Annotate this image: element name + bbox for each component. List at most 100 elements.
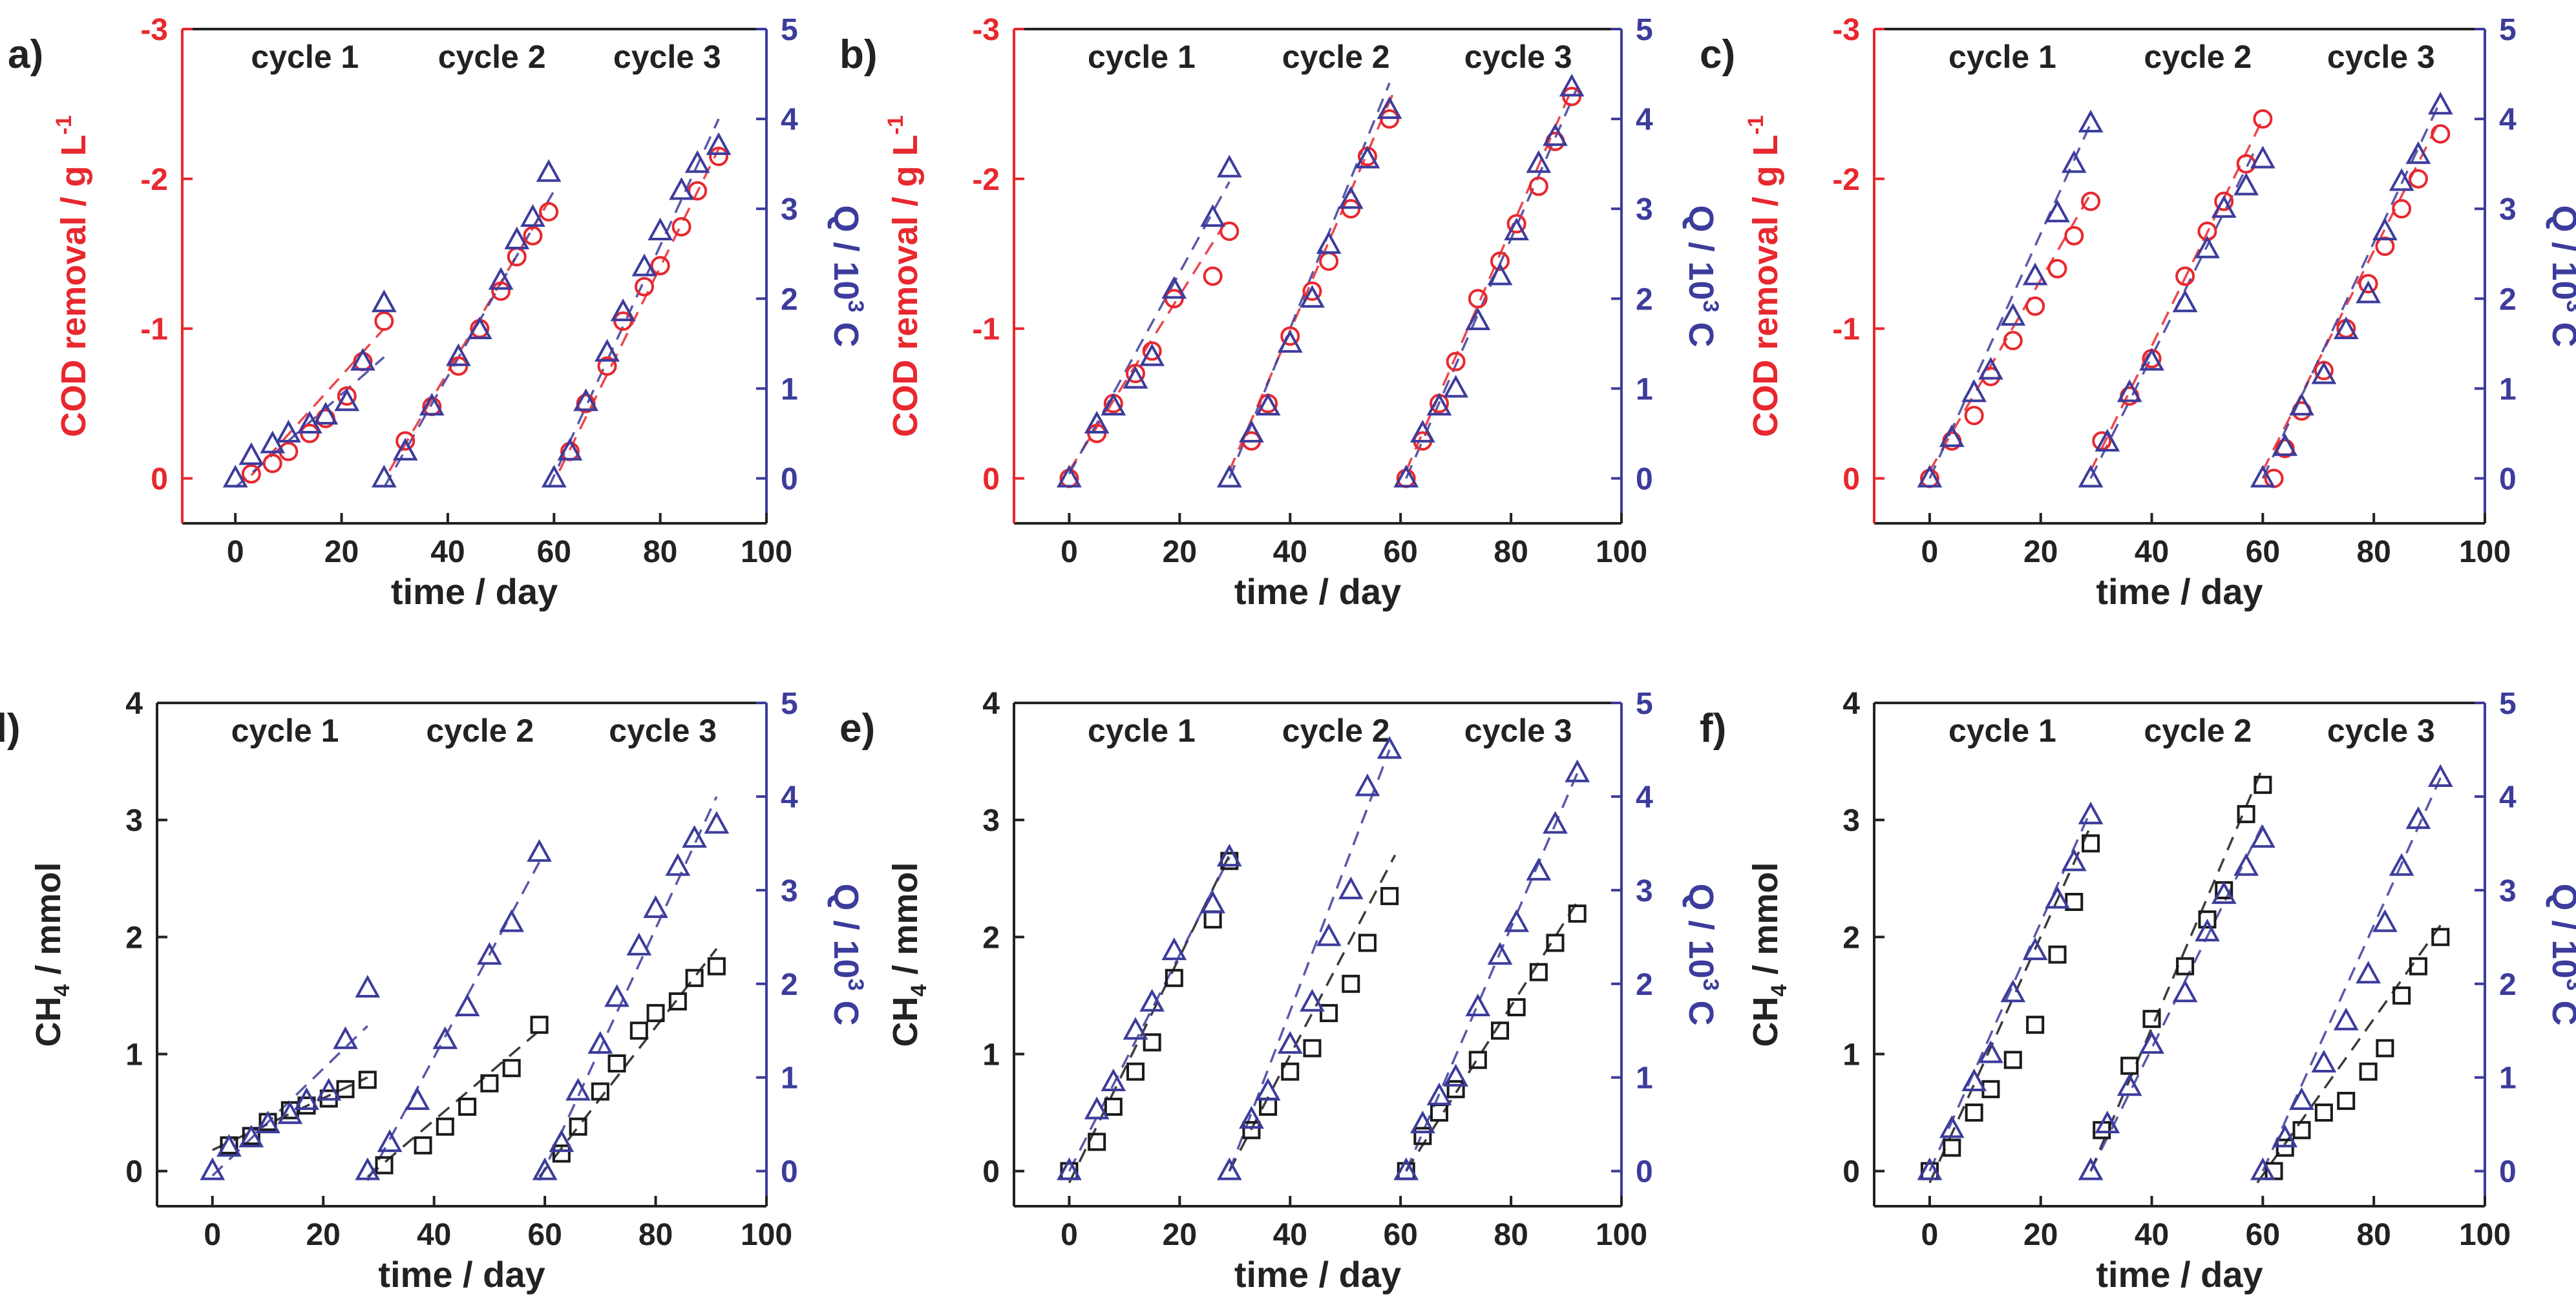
q-data-point	[1917, 465, 1943, 488]
q-data-point	[2022, 262, 2048, 286]
cod-data-point	[2358, 274, 2378, 294]
q-data-point	[684, 150, 710, 173]
q-data-point	[2250, 465, 2275, 488]
cycle-label: cycle 3	[2327, 713, 2435, 749]
q-data-point	[2272, 433, 2298, 456]
q-data-point	[355, 974, 381, 998]
ch4-data-point	[2314, 1103, 2333, 1122]
q-data-point	[648, 217, 673, 240]
right-y-tick-label: 4	[781, 780, 798, 815]
cod-data-point	[523, 225, 543, 246]
q-data-point	[706, 132, 732, 155]
right-fit-line	[547, 118, 720, 488]
x-axis-title: time / day	[378, 1254, 545, 1295]
ch4-data-point	[375, 1156, 394, 1175]
cod-data-point	[2064, 225, 2084, 246]
q-data-point	[1465, 993, 1491, 1017]
right-y-tick-label: 0	[1636, 1155, 1653, 1189]
right-y-tick-label: 3	[1636, 874, 1653, 908]
q-data-point	[1961, 1068, 1987, 1091]
left-y-tick-label: 3	[982, 804, 1000, 838]
q-data-point	[669, 177, 694, 200]
q-data-point	[2333, 316, 2359, 339]
q-data-point	[2172, 289, 2198, 313]
x-tick-label: 0	[227, 535, 244, 569]
left-y-axis-title-text: CH	[29, 996, 68, 1047]
right-y-tick-label: 3	[781, 874, 798, 908]
x-axis-title: time / day	[2096, 1254, 2263, 1295]
q-data-point	[1277, 1030, 1303, 1054]
ch4-data-point	[458, 1098, 477, 1116]
x-tick-label: 60	[2246, 1218, 2280, 1252]
x-tick-label: 100	[2459, 1218, 2511, 1252]
ch4-data-point	[1342, 974, 1360, 993]
q-data-point	[454, 993, 480, 1017]
q-data-point	[1917, 1157, 1943, 1180]
q-data-point	[2139, 348, 2164, 371]
cod-data-point	[1219, 221, 1240, 241]
q-data-point	[1409, 419, 1435, 443]
right-y-axis-title-text: Q / 10	[827, 205, 865, 300]
cycle-label: cycle 2	[2144, 39, 2252, 75]
ch4-data-point	[1088, 1133, 1106, 1151]
right-y-tick-label: 4	[2499, 103, 2517, 137]
right-y-tick-label: 5	[1636, 687, 1653, 721]
q-data-point	[2289, 393, 2314, 416]
cod-data-point	[634, 277, 654, 297]
ch4-data-point	[646, 1004, 665, 1023]
q-data-point	[1355, 773, 1380, 797]
cod-data-point	[597, 356, 617, 376]
q-data-point	[277, 1101, 303, 1124]
ch4-data-point	[1104, 1098, 1123, 1116]
cod-data-point	[1468, 289, 1488, 309]
left-y-tick-label: -2	[140, 163, 168, 197]
panel-label: c)	[1700, 32, 1735, 77]
q-data-point	[1239, 1105, 1264, 1129]
q-data-point	[549, 1129, 575, 1153]
q-data-point	[2233, 173, 2259, 196]
right-fit-line	[366, 861, 541, 1181]
cycle-label: cycle 3	[2327, 39, 2435, 75]
x-tick-label: 0	[1061, 535, 1078, 569]
left-y-axis-title-text: COD removal / g L	[886, 135, 925, 437]
x-tick-label: 40	[2135, 535, 2169, 569]
ch4-data-point	[2431, 928, 2450, 946]
q-data-point	[1200, 890, 1226, 914]
x-axis-title: time / day	[1234, 571, 1401, 612]
q-data-point	[2333, 1007, 2359, 1030]
q-data-point	[2000, 302, 2026, 326]
left-y-tick-label: 0	[1842, 462, 1860, 496]
q-data-point	[1057, 1157, 1082, 1180]
cod-data-point	[491, 281, 511, 301]
cod-data-point	[1446, 351, 1466, 371]
ch4-data-point	[607, 1054, 626, 1072]
chart-panel-b: 0 20 40 60 80 100 time / day 0 -1 -2 -3 0 1 2 3 4 5 COD r…	[839, 13, 1723, 612]
q-data-point	[1409, 1111, 1435, 1134]
q-data-point	[316, 1078, 342, 1101]
left-y-axis-title-superscript: -1	[883, 115, 908, 134]
right-fit-line	[1228, 749, 1391, 1172]
q-data-point	[2078, 1157, 2104, 1180]
cod-data-point	[1126, 364, 1145, 384]
right-y-axis-title-superscript: 3	[1698, 300, 1723, 313]
x-tick-label: 40	[417, 1218, 451, 1252]
right-y-axis-title-unit: C	[1682, 313, 1720, 348]
x-tick-label: 60	[537, 535, 571, 569]
x-tick-label: 20	[306, 1218, 340, 1252]
q-data-point	[2427, 92, 2453, 115]
q-data-point	[1465, 307, 1491, 331]
q-data-point	[527, 839, 552, 862]
right-y-tick-label: 3	[781, 193, 798, 227]
ch4-data-point	[1143, 1033, 1161, 1052]
ch4-data-point	[1126, 1062, 1145, 1081]
left-fit-line	[1928, 193, 2092, 472]
q-data-point	[350, 348, 375, 371]
right-y-tick-label: 5	[2499, 687, 2517, 721]
cycle-label: cycle 1	[1948, 713, 2056, 749]
left-y-axis-title-unit: / mmol	[1746, 863, 1785, 985]
left-y-tick-label: -2	[972, 163, 1000, 197]
ch4-data-point	[569, 1117, 587, 1136]
q-data-point	[313, 401, 339, 425]
x-tick-label: 80	[639, 1218, 673, 1252]
